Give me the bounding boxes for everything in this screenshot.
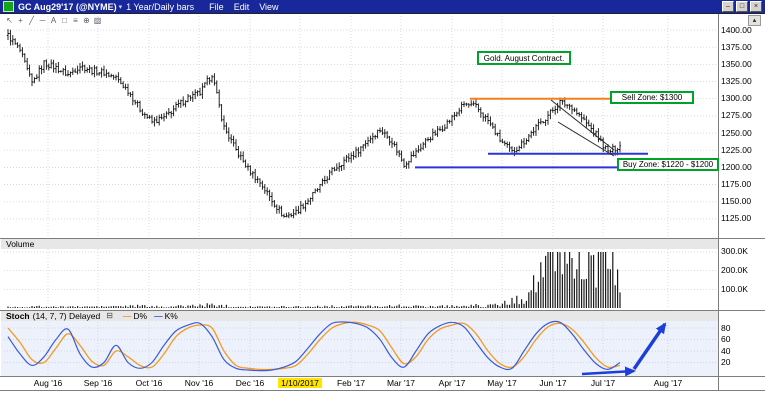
menu-edit[interactable]: Edit xyxy=(233,1,250,12)
month-label: Mar '17 xyxy=(386,378,416,388)
menu-view[interactable]: View xyxy=(259,1,279,12)
price-axis-label: 1225.00 xyxy=(721,144,752,155)
volume-axis-label: 300.0K xyxy=(721,246,748,257)
month-label: May '17 xyxy=(487,378,517,388)
trendline-icon[interactable]: ╱ xyxy=(29,16,34,25)
cursor-date-label: 1/10/2017 xyxy=(278,378,322,388)
stoch-pane-background xyxy=(1,321,718,376)
zoom-in-icon[interactable]: ⊕ xyxy=(83,16,90,25)
text-note-icon[interactable]: A xyxy=(50,16,57,25)
month-label: Nov '16 xyxy=(184,378,214,388)
stoch-pane-title: Stoch xyxy=(6,311,30,321)
legend-label: D% xyxy=(133,311,148,321)
month-label: Dec '16 xyxy=(235,378,265,388)
horizontal-line-icon[interactable]: ─ xyxy=(39,16,46,25)
sell-zone-annotation[interactable]: Sell Zone: $1300 xyxy=(610,91,694,104)
collapse-pane-icon[interactable]: ⊟ xyxy=(106,311,113,320)
volume-bars xyxy=(7,252,621,308)
month-label: Jun '17 xyxy=(539,378,567,388)
chart-app-icon xyxy=(3,1,14,12)
month-label: Sep '16 xyxy=(83,378,113,388)
stoch-legend: — D% — K% xyxy=(116,311,178,321)
legend-dash-icon: — xyxy=(122,311,132,321)
stoch-axis-label: 40 xyxy=(721,345,731,356)
price-axis-label: 1325.00 xyxy=(721,76,752,87)
crosshair-icon[interactable]: + xyxy=(18,16,23,25)
drawing-toolbar: ↖ + ╱ ─ A □ ≡ ⊕ ▨ xyxy=(5,16,102,26)
minimize-button[interactable]: – xyxy=(722,1,734,12)
month-label: Aug '17 xyxy=(653,378,683,388)
price-axis-label: 1125.00 xyxy=(721,213,752,224)
stoch-axis-label: 60 xyxy=(721,334,731,344)
cursor-icon[interactable]: ↖ xyxy=(6,16,13,25)
price-axis-label: 1275.00 xyxy=(721,110,752,121)
price-axis-label: 1400.00 xyxy=(721,24,752,35)
scrollbar-up-button[interactable]: ▲ xyxy=(748,15,761,26)
chart-period-label: 1 Year/Daily bars xyxy=(126,1,195,12)
window-controls: – □ × xyxy=(720,1,762,12)
fibonacci-icon[interactable]: ≡ xyxy=(73,16,78,25)
price-axis-label: 1375.00 xyxy=(721,41,752,52)
volume-pane-title: Volume xyxy=(6,239,35,249)
volume-axis-label: 200.0K xyxy=(721,265,748,276)
stoch-params: (14, 7, 7) Delayed xyxy=(32,311,101,321)
chart-title-symbol: GC Aug29'17 (@NYME) xyxy=(18,1,117,12)
legend-label: K% xyxy=(164,311,178,321)
eraser-icon[interactable]: ▨ xyxy=(93,16,102,25)
price-axis-label: 1175.00 xyxy=(721,179,752,190)
time-axis: Aug '16 Sep '16 Oct '16 Nov '16 Dec '16 1/10/… xyxy=(0,377,765,390)
stoch-axis-label: 80 xyxy=(721,322,731,333)
buy-zone-annotation[interactable]: Buy Zone: $1220 - $1200 xyxy=(617,158,719,171)
month-label: Jul '17 xyxy=(590,378,616,388)
volume-axis-label: 100.0K xyxy=(721,283,748,294)
month-label: Apr '17 xyxy=(438,378,466,388)
price-axis-label: 1300.00 xyxy=(721,93,752,104)
month-label: Feb '17 xyxy=(336,378,366,388)
restore-button[interactable]: □ xyxy=(736,1,748,12)
price-axis-label: 1150.00 xyxy=(721,196,752,207)
title-bar: GC Aug29'17 (@NYME) ▾ 1 Year/Daily bars … xyxy=(0,0,765,14)
wedge-trendline[interactable] xyxy=(557,121,615,157)
month-label: Oct '16 xyxy=(135,378,163,388)
volume-pane-header: Volume xyxy=(1,239,718,249)
stoch-axis-label: 20 xyxy=(721,357,731,367)
price-axis-label: 1250.00 xyxy=(721,127,752,138)
contract-annotation[interactable]: Gold. August Contract. xyxy=(477,51,571,65)
close-button[interactable]: × xyxy=(750,1,762,12)
wedge-trendline[interactable] xyxy=(550,99,615,151)
legend-dash-icon: — xyxy=(154,311,163,321)
stoch-pane-header: Stoch (14, 7, 7) Delayed ⊟ — D% — K% xyxy=(1,311,718,321)
price-axis-label: 1350.00 xyxy=(721,58,752,69)
rectangle-tool-icon[interactable]: □ xyxy=(62,16,67,25)
symbol-dropdown-icon[interactable]: ▾ xyxy=(118,3,123,11)
menu-file[interactable]: File xyxy=(209,1,224,12)
price-axis-label: 1200.00 xyxy=(721,161,752,172)
month-label: Aug '16 xyxy=(33,378,63,388)
